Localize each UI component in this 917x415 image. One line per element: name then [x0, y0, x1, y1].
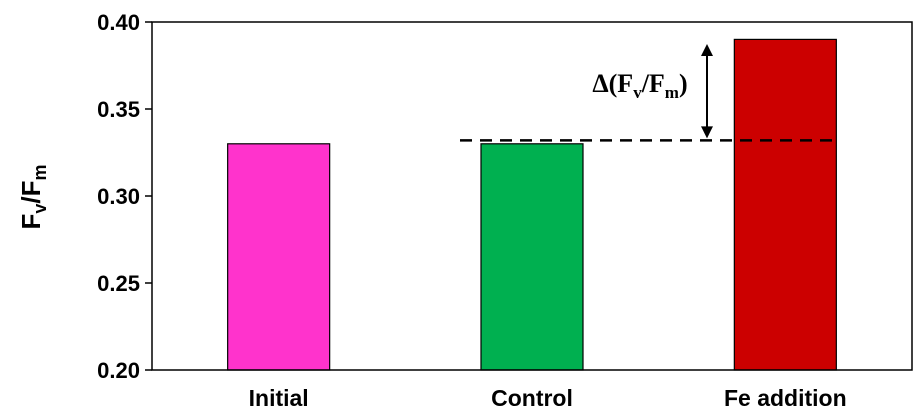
y-axis-title: Fv/Fm [16, 164, 50, 229]
y-tick-label: 0.30 [97, 184, 140, 209]
bar-fe-addition [733, 38, 837, 371]
y-tick-label: 0.25 [97, 271, 140, 296]
y-axis-ticks: 0.20 0.25 0.30 0.35 0.40 [97, 10, 152, 383]
y-tick-label: 0.20 [97, 358, 140, 383]
plot-area-frame [151, 21, 913, 371]
bar-initial [227, 143, 331, 371]
bars-group [227, 38, 837, 371]
bar-control [480, 143, 584, 371]
delta-arrow-head-bottom [701, 126, 713, 139]
x-category-label: Fe addition [724, 385, 847, 411]
x-axis-labels: Initial Control Fe addition [249, 385, 847, 411]
delta-arrow-head-top [701, 44, 713, 56]
y-tick-label: 0.35 [97, 97, 140, 122]
x-category-label: Control [491, 385, 573, 411]
y-tick-label: 0.40 [97, 10, 140, 35]
x-category-label: Initial [249, 385, 309, 411]
delta-annotation-label: Δ(Fv/Fm) [592, 69, 687, 102]
